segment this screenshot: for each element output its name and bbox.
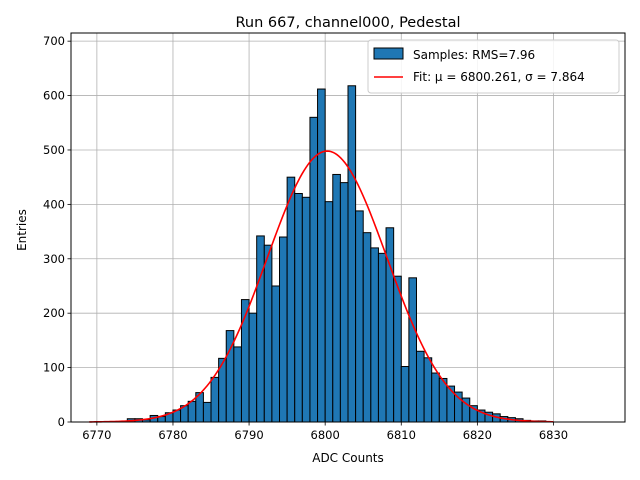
histogram-bar [415,350,425,423]
legend-box [367,39,620,94]
histogram-bar [317,88,326,423]
x-tick-label: 6790 [234,428,263,442]
legend-label-samples: Samples: RMS=7.96 [413,48,535,62]
y-tick-label: 200 [43,306,65,320]
histogram-bar [286,176,296,423]
histogram-bar [339,182,349,423]
chart-title: Run 667, channel000, Pedestal [235,15,460,31]
y-tick-label: 500 [43,143,65,157]
histogram-bar [271,285,281,423]
y-tick-label: 700 [43,34,65,48]
histogram-bar [370,247,379,423]
histogram-bar [187,400,197,423]
histogram-bar [431,372,440,423]
plot-frame [70,32,626,423]
histogram-bar [423,357,433,423]
histogram-bar [377,252,387,423]
histogram-bar [279,236,288,423]
y-axis-ticks: 0 100 200 300 400 500 600 700 [43,34,71,429]
fit-curve [89,150,554,423]
histogram-bar [362,232,372,423]
y-axis-label: Entries [15,209,29,251]
histogram-bar [202,401,212,423]
x-tick-label: 6830 [539,428,568,442]
y-tick-label: 100 [43,361,65,375]
legend: Samples: RMS=7.96 Fit: μ = 6800.261, σ =… [367,39,620,94]
y-tick-label: 600 [43,89,65,103]
x-tick-label: 6820 [463,428,492,442]
x-axis-ticks: 6770 6780 6790 6800 6810 6820 6830 [82,422,568,442]
histogram-bar [294,192,303,423]
histogram-bar [248,312,258,423]
histogram-bar [309,116,319,423]
histogram-bar [240,299,250,423]
legend-label-fit: Fit: μ = 6800.261, σ = 7.864 [413,70,585,84]
x-tick-label: 6770 [82,428,111,442]
histogram-bar [408,277,417,423]
x-tick-label: 6810 [387,428,416,442]
histogram-bar [347,85,357,423]
histogram-bar [210,376,220,423]
x-axis-label: ADC Counts [312,451,384,465]
histogram-bar [355,210,364,423]
histogram-bar [324,201,334,423]
y-tick-label: 400 [43,197,65,211]
y-tick-label: 0 [58,415,65,429]
x-tick-label: 6780 [158,428,187,442]
histogram-bar [393,275,402,423]
histogram-bar [446,385,456,423]
histogram-bar [233,346,242,423]
y-tick-label: 300 [43,252,65,266]
histogram-bar [263,244,273,423]
x-tick-label: 6800 [311,428,340,442]
histogram-bar [400,366,410,423]
histogram-bar [301,196,311,423]
histogram-bar [332,173,341,423]
histogram-bar [256,235,265,423]
legend-swatch-samples [373,47,404,60]
